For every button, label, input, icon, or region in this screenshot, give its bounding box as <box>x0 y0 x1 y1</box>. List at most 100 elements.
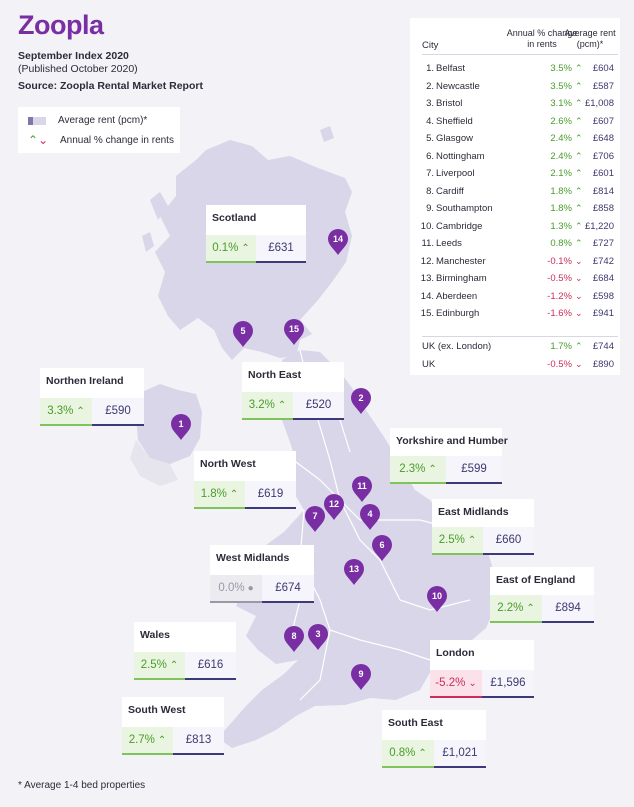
totals-row: UK -0.5% ⌄ £890 <box>410 356 620 374</box>
city-change: 1.8% <box>550 185 572 197</box>
region-name: South East <box>388 717 443 729</box>
city-name: Cambridge <box>436 220 483 232</box>
region-rent: £619 <box>245 481 296 509</box>
pin-label: 15 <box>289 324 299 334</box>
city-rank: 9. <box>426 203 434 214</box>
region-name: Northen Ireland <box>46 375 124 387</box>
city-rank: 5. <box>426 133 434 144</box>
trend-icon: ⌃ <box>575 185 583 196</box>
city-change: -0.1% <box>547 255 572 267</box>
footnote: * Average 1-4 bed properties <box>18 780 146 791</box>
table-row: 1. Belfast 3.5% ⌃ £604 <box>410 60 620 78</box>
pin-label: 6 <box>379 540 384 550</box>
table-row: 13. Birmingham -0.5% ⌄ £684 <box>410 270 620 288</box>
region-change: 0.1% ⌃ <box>206 235 256 263</box>
table-row: 15. Edinburgh -1.6% ⌄ £941 <box>410 305 620 323</box>
legend: Average rent (pcm)* ⌃⌄ Annual % change i… <box>18 107 180 153</box>
city-rank: 14. <box>420 290 434 302</box>
pin-label: 1 <box>178 419 183 429</box>
table-row: 9. Southampton 1.8% ⌃ £858 <box>410 200 620 218</box>
th-city: City <box>422 40 439 51</box>
city-name: Bristol <box>436 98 463 109</box>
table-row: 7. Liverpool 2.1% ⌃ £601 <box>410 165 620 183</box>
region-change: 0.8% ⌃ <box>382 740 434 768</box>
city-name: Southampton <box>436 203 493 214</box>
region-name: Yorkshire and Humber <box>396 435 508 447</box>
total-change: -0.5% <box>547 358 572 370</box>
region-name: East Midlands <box>438 506 509 518</box>
city-rent: £858 <box>592 203 614 214</box>
rent-swatch <box>28 116 46 125</box>
pin-marker-icon <box>344 559 364 585</box>
pin-marker-icon <box>352 476 372 502</box>
city-rent: £941 <box>592 308 614 319</box>
city-name: Belfast <box>436 63 466 74</box>
region-name: East of England <box>496 574 576 586</box>
trend-icon: ⌃ <box>575 203 583 213</box>
city-name: Cardiff <box>436 185 464 197</box>
table-row: 6. Nottingham 2.4% ⌃ £706 <box>410 148 620 166</box>
table-row: 10. Cambridge 1.3% ⌃ £1,220 <box>410 218 620 236</box>
region-card: Yorkshire and Humber 2.3% ⌃ £599 <box>390 428 508 484</box>
region-card: Scotland 0.1% ⌃ £631 <box>206 205 306 263</box>
city-rank: 1. <box>426 63 434 74</box>
trend-icon: ⌄ <box>575 255 583 266</box>
city-pin: 1 <box>171 414 191 440</box>
region-name: North West <box>200 458 256 470</box>
city-rank: 15. <box>420 308 434 319</box>
pin-label: 7 <box>312 511 317 521</box>
legend-rent-label: Average rent (pcm)* <box>58 115 148 126</box>
table-row: 11. Leeds 0.8% ⌃ £727 <box>410 235 620 253</box>
region-card: East of England 2.2% ⌃ £894 <box>490 567 594 623</box>
city-name: Aberdeen <box>436 290 478 302</box>
pin-marker-icon <box>308 623 328 650</box>
city-rank: 10. <box>420 220 434 232</box>
city-rent: £587 <box>592 80 614 92</box>
city-rank: 8. <box>426 185 434 197</box>
region-change: 2.5% ⌃ <box>134 652 185 680</box>
pin-label: 9 <box>358 669 363 679</box>
header-divider <box>422 54 618 55</box>
region-rent: £813 <box>173 727 224 755</box>
table-row: 8. Cardiff 1.8% ⌃ £814 <box>410 183 620 201</box>
region-change: 2.7% ⌃ <box>122 727 173 755</box>
map-england-wales <box>218 350 495 748</box>
trend-icon: ⌃ <box>76 405 85 417</box>
map-northern-ireland <box>136 384 202 464</box>
city-rent: £648 <box>592 133 614 144</box>
pin-label: 3 <box>315 629 320 639</box>
table-row: 5. Glasgow 2.4% ⌃ £648 <box>410 130 620 148</box>
map-ireland <box>130 440 178 486</box>
region-name: Scotland <box>212 212 257 224</box>
pin-marker-icon <box>305 506 325 532</box>
city-name: Nottingham <box>436 150 485 162</box>
city-rent: £604 <box>592 63 614 74</box>
total-rent: £744 <box>592 341 614 352</box>
pin-marker-icon <box>351 388 371 414</box>
city-rent: £607 <box>592 115 614 127</box>
city-pin: 15 <box>284 319 304 345</box>
pin-marker-icon <box>284 319 304 345</box>
city-pin: 6 <box>372 535 392 561</box>
trend-icon: ⌃ <box>428 463 437 475</box>
city-rank: 7. <box>426 168 434 179</box>
city-table: City Annual % change in rents Average re… <box>410 18 620 375</box>
th-change: Annual % change in rents <box>506 28 578 49</box>
total-rent: £890 <box>592 358 614 370</box>
city-change: 1.3% <box>550 220 572 232</box>
region-rent: £631 <box>256 235 306 263</box>
pin-marker-icon <box>233 321 253 347</box>
table-row: 14. Aberdeen -1.2% ⌄ £598 <box>410 288 620 306</box>
region-change: -5.2% ⌄ <box>430 670 482 698</box>
city-rent: £1,220 <box>584 220 614 232</box>
region-card: East Midlands 2.5% ⌃ £660 <box>432 499 534 555</box>
city-pin: 13 <box>344 559 364 585</box>
city-rank: 3. <box>426 98 434 109</box>
city-change: -1.2% <box>547 290 572 302</box>
total-label: UK (ex. London) <box>422 341 492 352</box>
trend-icon: ⌃ <box>229 488 239 500</box>
trend-icon: ⌃ <box>575 115 583 126</box>
report-subtitle: (Published October 2020) <box>18 63 138 75</box>
table-row: 4. Sheffield 2.6% ⌃ £607 <box>410 113 620 131</box>
